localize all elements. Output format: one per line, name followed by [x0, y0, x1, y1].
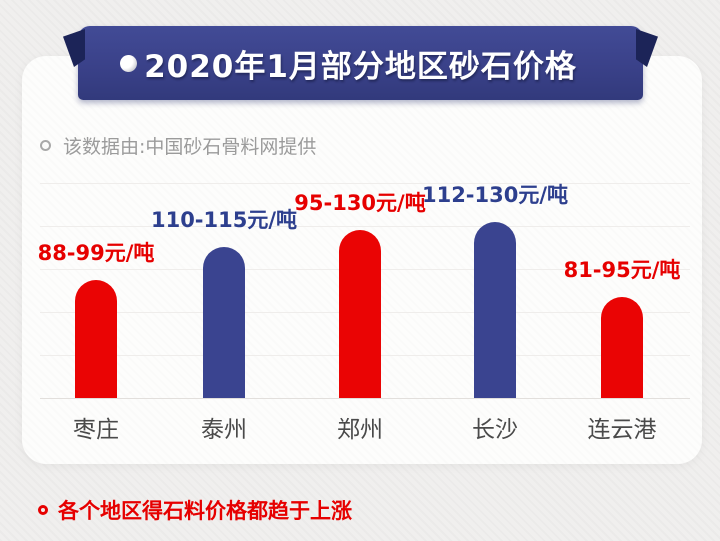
sphere-bullet-icon	[120, 55, 137, 72]
data-source-row: 该数据由:中国砂石骨料网提供	[40, 132, 316, 159]
bar-value-label-4: 112-130元/吨	[421, 183, 569, 207]
bar-5	[601, 297, 643, 398]
bar-4	[474, 222, 516, 398]
footnote-row: 各个地区得石料价格都趋于上涨	[38, 495, 352, 525]
category-label-4: 长沙	[472, 417, 518, 443]
bar-value-label-3: 95-130元/吨	[294, 191, 426, 215]
bar-3	[339, 230, 381, 398]
bar-value-label-2: 110-115元/吨	[150, 208, 298, 232]
circle-bullet-icon	[38, 505, 48, 515]
bar-value-label-5: 81-95元/吨	[563, 258, 681, 282]
gridline	[40, 183, 690, 184]
gridline	[40, 226, 690, 227]
bar-1	[75, 280, 117, 398]
bar-2	[203, 247, 245, 398]
category-label-3: 郑州	[337, 417, 383, 443]
category-label-2: 泰州	[201, 417, 247, 443]
x-axis-line	[40, 398, 690, 399]
category-label-1: 枣庄	[73, 417, 119, 443]
circle-bullet-icon	[40, 140, 51, 151]
bar-value-label-1: 88-99元/吨	[37, 241, 155, 265]
page-title: 2020年1月部分地区砂石价格	[144, 48, 577, 85]
title-banner: 2020年1月部分地区砂石价格	[63, 26, 658, 100]
category-label-5: 连云港	[587, 417, 657, 443]
data-source-text: 该数据由:中国砂石骨料网提供	[63, 136, 317, 158]
footnote-text: 各个地区得石料价格都趋于上涨	[58, 499, 352, 523]
